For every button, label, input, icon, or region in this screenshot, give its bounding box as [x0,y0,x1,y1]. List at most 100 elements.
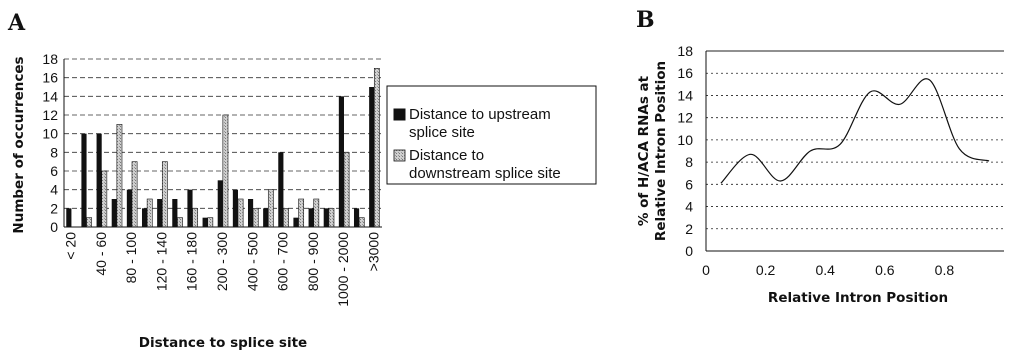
bar-upstream [126,189,132,227]
chart-a-legend: Distance to upstream splice site Distanc… [386,85,597,185]
chart-a-y-tick-label: 14 [42,88,58,104]
chart-b-x-tick-label: 0.8 [935,262,955,278]
bar-upstream [187,189,193,227]
chart-a-axes [63,59,382,228]
chart-b-x-axis-title: Relative Intron Position [768,290,948,306]
bar-upstream [81,133,87,227]
bar-upstream [308,208,314,227]
bar-upstream [293,217,299,227]
bar-upstream [202,217,208,227]
bar-upstream [232,189,238,227]
chart-a-bars [66,68,380,228]
chart-a-x-tick-label: 600 - 700 [275,232,291,291]
chart-b-y-tick-label: 10 [677,132,693,148]
chart-a-x-tick-label: 200 - 300 [214,232,230,291]
chart-b-series-line [720,78,990,184]
bar-downstream [161,161,168,228]
bar-upstream [66,208,72,227]
chart-a-x-tick-label: < 20 [63,232,79,260]
bar-upstream [217,180,223,227]
bar-downstream [267,189,274,228]
chart-b-y-tick-label: 6 [685,176,693,192]
bar-upstream [369,87,375,227]
chart-a-y-tick-label: 16 [42,70,58,86]
chart-b-gridlines [706,50,1004,230]
bar-upstream [263,208,269,227]
bar-upstream [278,152,284,227]
bar-downstream [343,152,350,228]
chart-a-x-tick-label: 40 - 60 [93,232,109,276]
bar-upstream [323,208,329,227]
chart-a-x-tick-label: 1000 - 2000 [335,232,351,307]
chart-a: 0 2 4 6 8 10 12 14 16 18 < 20 40 - 60 80 - 100 120 -… [11,51,597,351]
chart-a-x-tick-label: 800 - 900 [305,232,321,291]
legend-label-downstream-line2: downstream splice site [409,165,561,182]
bar-downstream [313,198,320,228]
bar-upstream [172,199,178,227]
chart-b-x-tick-label: 0 [702,262,710,278]
legend-swatch-downstream [393,149,406,162]
bar-downstream [222,114,229,228]
chart-a-y-ticks: 0 2 4 6 8 10 12 14 16 18 [42,51,58,235]
chart-b-y-tick-label: 12 [677,110,693,126]
chart-b-y-tick-label: 18 [677,43,693,59]
legend-label-downstream-line1: Distance to [409,147,484,164]
chart-a-x-ticks: < 20 40 - 60 80 - 100 120 - 140 160 - 180 200… [63,232,382,307]
chart-a-y-tick-label: 0 [50,219,58,235]
chart-b-x-tick-label: 0.2 [756,262,776,278]
bar-downstream [237,198,244,228]
bar-upstream [157,199,163,227]
chart-b-y-tick-label: 2 [685,221,693,237]
bar-downstream [146,198,153,228]
bar-downstream [298,198,305,228]
chart-a-x-tick-label: 400 - 500 [244,232,260,291]
chart-a-y-axis-title: Number of occurrences [11,56,27,233]
legend-label-upstream-line1: Distance to upstream [409,106,551,123]
chart-a-y-tick-label: 8 [50,144,58,160]
bar-downstream [131,161,138,228]
chart-b-y-axis-title-line1: % of H/ACA RNAs at [636,75,652,226]
bar-downstream [116,124,123,228]
chart-a-y-tick-label: 12 [42,107,58,123]
panel-b-label: B [636,7,655,33]
panel-a-label: A [7,10,26,36]
bar-upstream [338,96,344,227]
chart-b-axes [705,51,1004,252]
chart-b-y-tick-label: 0 [685,243,693,259]
bar-downstream [101,170,108,228]
bar-downstream [86,217,93,228]
chart-a-y-tick-label: 10 [42,126,58,142]
chart-b-x-ticks: 0 0.2 0.4 0.6 0.8 [702,262,954,278]
chart-a-y-tick-label: 4 [50,182,58,198]
chart-a-x-axis-title: Distance to splice site [139,335,307,351]
chart-a-y-tick-label: 6 [50,163,58,179]
bar-downstream [207,217,214,228]
chart-a-y-tick-label: 2 [50,200,58,216]
bar-upstream [111,199,117,227]
chart-a-x-tick-label: 160 - 180 [184,232,200,291]
bar-upstream [141,208,148,227]
legend-label-upstream-line2: splice site [409,124,475,141]
bar-upstream [247,199,254,227]
bar-downstream [328,208,335,228]
chart-b: 0 2 4 6 8 10 12 14 16 18 0 0.2 0.4 0.6 0.8 % of H/ACA… [636,43,1004,306]
bar-downstream [177,217,183,228]
chart-a-x-tick-label: >3000 [365,232,381,272]
bar-downstream [252,208,259,228]
chart-b-x-tick-label: 0.4 [815,262,835,278]
chart-b-y-tick-label: 14 [677,87,693,103]
chart-a-x-tick-label: 80 - 100 [123,232,139,284]
chart-b-y-ticks: 0 2 4 6 8 10 12 14 16 18 [677,43,693,259]
bar-downstream [192,208,199,228]
bar-downstream [373,68,380,228]
chart-a-x-tick-label: 120 - 140 [153,232,169,291]
chart-b-y-axis-title-line2: Relative Intron Position [653,61,669,241]
chart-b-y-tick-label: 16 [677,65,693,81]
bar-downstream [283,208,289,228]
chart-a-y-tick-label: 18 [42,51,58,67]
legend-swatch-upstream [393,108,406,121]
chart-b-y-tick-label: 4 [685,199,693,215]
bar-upstream [96,133,102,227]
legend-frame [386,85,597,185]
